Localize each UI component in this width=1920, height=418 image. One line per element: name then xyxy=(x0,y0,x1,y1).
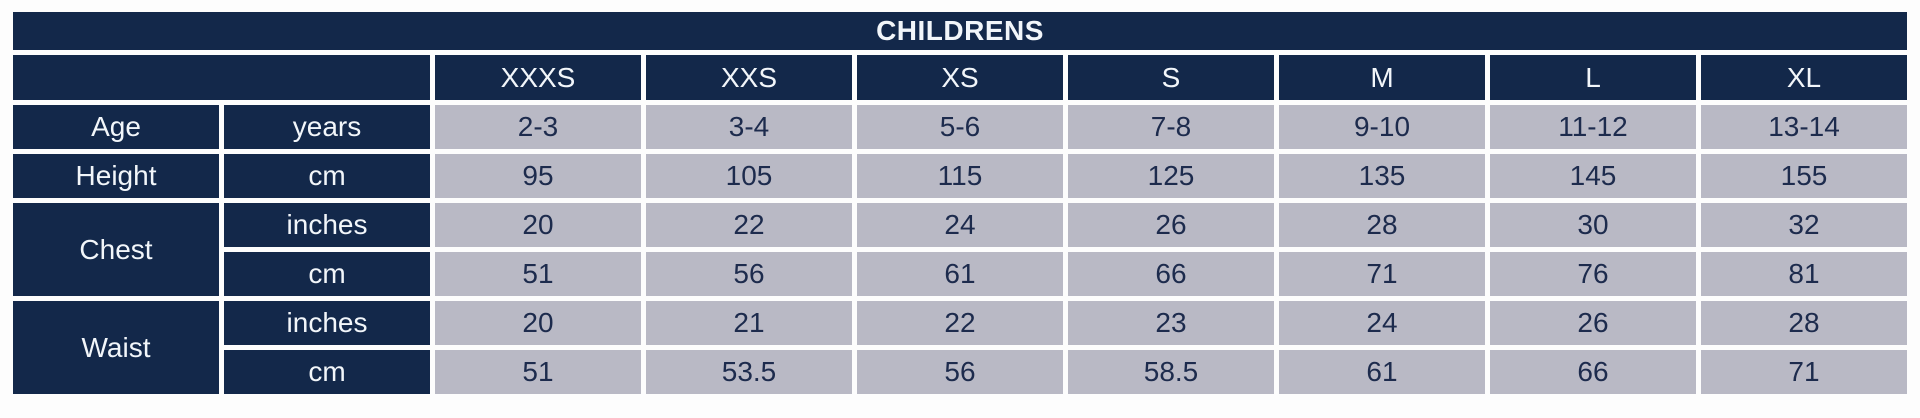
row-label-height: Height xyxy=(13,154,219,198)
waist-cm-row: cm 51 53.5 56 58.5 61 66 71 xyxy=(13,350,1908,394)
corner-blank-cell xyxy=(13,55,430,100)
unit-label-waist-inches: inches xyxy=(224,301,430,345)
chest-inches-value-xxxs: 20 xyxy=(435,203,641,247)
waist-cm-value-xxs: 53.5 xyxy=(646,350,852,394)
table-title-row: CHILDRENS xyxy=(13,12,1908,50)
childrens-size-chart-table: CHILDRENS XXXS XXS XS S M L XL Age years… xyxy=(8,7,1912,399)
table-title: CHILDRENS xyxy=(13,12,1908,50)
waist-cm-value-xs: 56 xyxy=(857,350,1063,394)
row-label-chest: Chest xyxy=(13,203,219,296)
size-header-xs: XS xyxy=(857,55,1063,100)
waist-cm-value-xl: 71 xyxy=(1701,350,1908,394)
size-header-m: M xyxy=(1279,55,1485,100)
size-header-xxs: XXS xyxy=(646,55,852,100)
waist-inches-row: Waist inches 20 21 22 23 24 26 28 xyxy=(13,301,1908,394)
waist-inches-value-xs: 22 xyxy=(857,301,1063,345)
chest-cm-value-s: 66 xyxy=(1068,252,1274,296)
age-value-xxxs: 2-3 xyxy=(435,105,641,149)
height-value-l: 145 xyxy=(1490,154,1696,198)
size-chart-container: CHILDRENS XXXS XXS XS S M L XL Age years… xyxy=(8,7,1912,399)
waist-inches-value-xl: 28 xyxy=(1701,301,1908,345)
height-value-m: 135 xyxy=(1279,154,1485,198)
waist-cm-value-l: 66 xyxy=(1490,350,1696,394)
chest-inches-value-s: 26 xyxy=(1068,203,1274,247)
age-value-m: 9-10 xyxy=(1279,105,1485,149)
age-value-xs: 5-6 xyxy=(857,105,1063,149)
waist-cm-value-m: 61 xyxy=(1279,350,1485,394)
age-value-xxs: 3-4 xyxy=(646,105,852,149)
unit-label-chest-inches: inches xyxy=(224,203,430,247)
age-value-xl: 13-14 xyxy=(1701,105,1908,149)
chest-inches-value-m: 28 xyxy=(1279,203,1485,247)
chest-inches-value-xxs: 22 xyxy=(646,203,852,247)
waist-cm-value-xxxs: 51 xyxy=(435,350,641,394)
size-header-l: L xyxy=(1490,55,1696,100)
chest-cm-value-xl: 81 xyxy=(1701,252,1908,296)
height-value-xxs: 105 xyxy=(646,154,852,198)
chest-inches-value-xs: 24 xyxy=(857,203,1063,247)
chest-cm-value-xxs: 56 xyxy=(646,252,852,296)
age-value-s: 7-8 xyxy=(1068,105,1274,149)
height-value-xl: 155 xyxy=(1701,154,1908,198)
chest-cm-value-xs: 61 xyxy=(857,252,1063,296)
unit-label-waist-cm: cm xyxy=(224,350,430,394)
unit-label-years: years xyxy=(224,105,430,149)
chest-cm-value-xxxs: 51 xyxy=(435,252,641,296)
waist-inches-value-m: 24 xyxy=(1279,301,1485,345)
row-label-age: Age xyxy=(13,105,219,149)
size-header-s: S xyxy=(1068,55,1274,100)
unit-label-chest-cm: cm xyxy=(224,252,430,296)
height-value-s: 125 xyxy=(1068,154,1274,198)
height-value-xs: 115 xyxy=(857,154,1063,198)
waist-inches-value-s: 23 xyxy=(1068,301,1274,345)
chest-inches-value-l: 30 xyxy=(1490,203,1696,247)
row-label-waist: Waist xyxy=(13,301,219,394)
waist-inches-value-l: 26 xyxy=(1490,301,1696,345)
chest-cm-value-m: 71 xyxy=(1279,252,1485,296)
size-header-row: XXXS XXS XS S M L XL xyxy=(13,55,1908,100)
age-value-l: 11-12 xyxy=(1490,105,1696,149)
unit-label-height-cm: cm xyxy=(224,154,430,198)
chest-cm-row: cm 51 56 61 66 71 76 81 xyxy=(13,252,1908,296)
chest-cm-value-l: 76 xyxy=(1490,252,1696,296)
size-header-xxxs: XXXS xyxy=(435,55,641,100)
age-row: Age years 2-3 3-4 5-6 7-8 9-10 11-12 13-… xyxy=(13,105,1908,149)
chest-inches-row: Chest inches 20 22 24 26 28 30 32 xyxy=(13,203,1908,296)
waist-cm-value-s: 58.5 xyxy=(1068,350,1274,394)
waist-inches-value-xxs: 21 xyxy=(646,301,852,345)
chest-inches-value-xl: 32 xyxy=(1701,203,1908,247)
height-value-xxxs: 95 xyxy=(435,154,641,198)
waist-inches-value-xxxs: 20 xyxy=(435,301,641,345)
size-header-xl: XL xyxy=(1701,55,1908,100)
height-row: Height cm 95 105 115 125 135 145 155 xyxy=(13,154,1908,198)
